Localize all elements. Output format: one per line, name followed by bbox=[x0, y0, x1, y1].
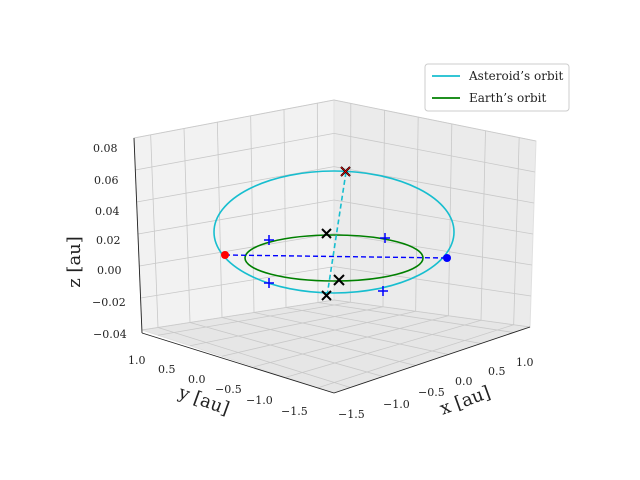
z-gridline-right bbox=[333, 299, 531, 328]
y-gridline-wall bbox=[183, 128, 191, 323]
z-gridline-right bbox=[333, 232, 533, 266]
earth-orbit-line bbox=[244, 234, 424, 282]
x-tick: 0.0 bbox=[455, 375, 473, 388]
x-gridline-floor bbox=[221, 317, 416, 366]
y-gridline-floor bbox=[317, 324, 514, 389]
x-gridline-wall bbox=[513, 137, 520, 325]
plus-markers bbox=[264, 233, 390, 296]
y-gridline-floor bbox=[253, 315, 449, 368]
x-gridline-floor bbox=[285, 307, 482, 344]
y-tick: 0.0 bbox=[188, 373, 206, 386]
legend-frame bbox=[424, 63, 570, 112]
z-gridline-right bbox=[333, 199, 534, 235]
x-gridline-wall bbox=[382, 110, 385, 307]
y-tick: 0.5 bbox=[158, 363, 176, 376]
z-tick: 0.00 bbox=[97, 264, 122, 277]
asteroid-orbit-line bbox=[213, 170, 455, 294]
x-gridline-wall bbox=[349, 103, 352, 303]
y-gridline-floor bbox=[221, 310, 416, 357]
plus-marker bbox=[380, 233, 390, 243]
z-gridline-left bbox=[139, 232, 335, 267]
y-tick: −0.5 bbox=[215, 383, 242, 396]
x-gridline-wall bbox=[447, 123, 453, 316]
x-gridline-wall bbox=[415, 117, 419, 312]
z-gridline-right bbox=[333, 266, 532, 297]
back-pane-left bbox=[133, 99, 335, 331]
z-gridline-left bbox=[140, 266, 335, 299]
x-gridline-floor bbox=[317, 302, 514, 333]
z-tick: 0.08 bbox=[93, 142, 118, 155]
x-gridline-wall bbox=[480, 130, 486, 321]
z-gridline-left bbox=[135, 132, 335, 171]
y-gridline-floor bbox=[189, 306, 384, 347]
plus-marker bbox=[264, 278, 274, 288]
z-gridline-right bbox=[333, 99, 537, 142]
cross-marker bbox=[321, 290, 332, 301]
y-gridline-wall bbox=[250, 115, 255, 313]
legend-label-earth: Earth’s orbit bbox=[469, 91, 546, 105]
cross-marker bbox=[321, 228, 332, 239]
y-gridline-wall bbox=[283, 109, 287, 308]
z-tick: −0.02 bbox=[92, 296, 126, 309]
legend: Asteroid’s orbit Earth’s orbit bbox=[424, 63, 570, 112]
y-tick: −1.0 bbox=[246, 394, 273, 407]
y-gridline-floor bbox=[285, 319, 482, 378]
y-gridline-wall bbox=[316, 103, 319, 303]
y-gridline-floor bbox=[157, 301, 351, 336]
line-of-nodes bbox=[224, 254, 448, 259]
y-gridline-wall bbox=[150, 134, 159, 328]
y-tick: 1.0 bbox=[128, 354, 146, 367]
z-tick-labels: 0.08 0.06 0.04 0.02 0.00 −0.02 −0.04 bbox=[92, 142, 127, 341]
x-gridline-floor bbox=[157, 327, 351, 388]
gridlines bbox=[133, 99, 537, 389]
descending-node-marker bbox=[443, 254, 451, 262]
plus-marker bbox=[378, 286, 388, 296]
plus-marker bbox=[264, 235, 274, 245]
x-tick: −0.5 bbox=[418, 386, 445, 399]
x-tick-labels: 1.0 0.5 0.0 −0.5 −1.0 −1.5 bbox=[338, 356, 534, 421]
x-gridline-floor bbox=[189, 322, 384, 377]
x-tick: −1.0 bbox=[383, 398, 410, 411]
z-tick: 0.06 bbox=[94, 174, 119, 187]
cross-marker-overlay bbox=[340, 166, 351, 177]
apsidal-line bbox=[326, 171, 347, 297]
legend-label-asteroid: Asteroid’s orbit bbox=[468, 69, 563, 83]
x-tick: 0.5 bbox=[488, 365, 506, 378]
cross-marker bbox=[333, 274, 345, 286]
z-gridline-left bbox=[133, 99, 335, 139]
x-tick: 1.0 bbox=[516, 356, 534, 369]
ascending-node-marker bbox=[221, 251, 229, 259]
z-gridline-left bbox=[141, 299, 335, 331]
z-tick: 0.04 bbox=[95, 205, 120, 218]
z-tick: 0.02 bbox=[96, 234, 121, 247]
z-gridline-right bbox=[333, 132, 536, 173]
z-gridline-left bbox=[137, 199, 335, 235]
y-gridline-wall bbox=[216, 122, 223, 318]
x-gridline-floor bbox=[253, 312, 449, 355]
z-tick: −0.04 bbox=[93, 328, 127, 341]
z-axis-label: z [au] bbox=[64, 236, 85, 288]
y-tick: −1.5 bbox=[281, 405, 308, 418]
axes-lines bbox=[133, 137, 531, 394]
x-tick: −1.5 bbox=[338, 408, 365, 421]
y-tick-labels: 1.0 0.5 0.0 −0.5 −1.0 −1.5 bbox=[128, 354, 308, 418]
back-pane-right bbox=[333, 99, 537, 328]
